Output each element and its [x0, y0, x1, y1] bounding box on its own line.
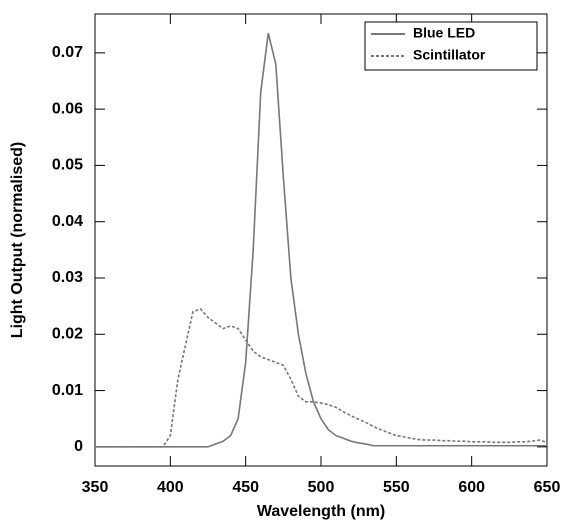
y-tick-label: 0.02: [52, 326, 83, 343]
y-tick-label: 0.01: [52, 382, 83, 399]
series-line: [95, 308, 548, 448]
y-tick-label: 0.06: [52, 100, 83, 117]
plot-frame: [94, 13, 548, 467]
series-line: [95, 32, 547, 448]
legend-label: Blue LED: [413, 25, 475, 41]
x-tick-label: 600: [458, 479, 485, 496]
x-tick-label: 550: [383, 479, 410, 496]
legend: Blue LED Scintillator: [364, 21, 538, 71]
legend-box: [364, 21, 538, 71]
y-tick-label: 0.07: [52, 44, 83, 61]
x-tick-label: 500: [308, 479, 335, 496]
x-tick-label: 650: [534, 479, 561, 496]
y-tick-label: 0.03: [52, 269, 83, 286]
y-tick-label: 0.04: [52, 213, 83, 230]
y-tick-label: 0: [74, 438, 83, 455]
x-axis-label: Wavelength (nm): [257, 503, 385, 520]
x-tick-label: 400: [157, 479, 184, 496]
y-tick-label: 0.05: [52, 157, 83, 174]
x-tick-label: 350: [82, 479, 109, 496]
y-axis-label: Light Output (normalised): [9, 142, 26, 338]
legend-label: Scintillator: [413, 47, 486, 63]
x-tick-label: 450: [232, 479, 259, 496]
